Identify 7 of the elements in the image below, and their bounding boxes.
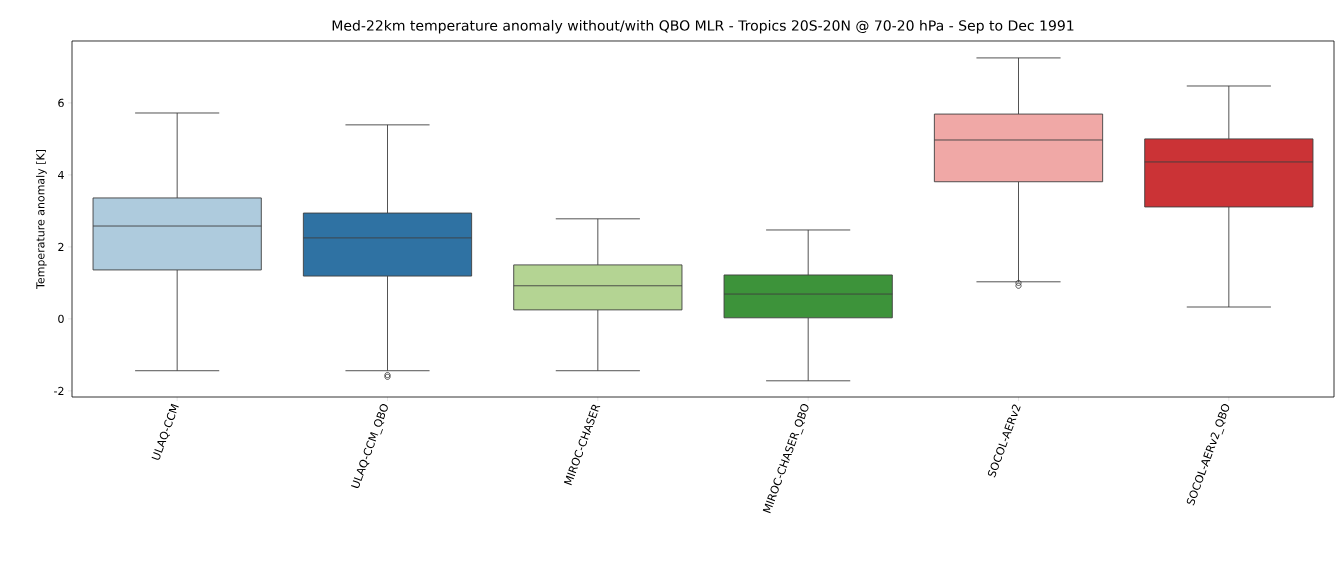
y-axis-title: Temperature anomaly [K] (36, 149, 47, 289)
y-tick-label: -2 (54, 386, 64, 395)
y-tick-label: 0 (58, 314, 64, 324)
y-tick-label: 4 (58, 170, 64, 179)
y-tick-label: 6 (58, 98, 64, 108)
chart-title: Med-22km temperature anomaly without/with QBO MLR - Tropics 20S-20N @ 70-20 hPa - Sep to Dec 1991 (332, 19, 1074, 34)
y-tick-label: 2 (58, 242, 64, 251)
